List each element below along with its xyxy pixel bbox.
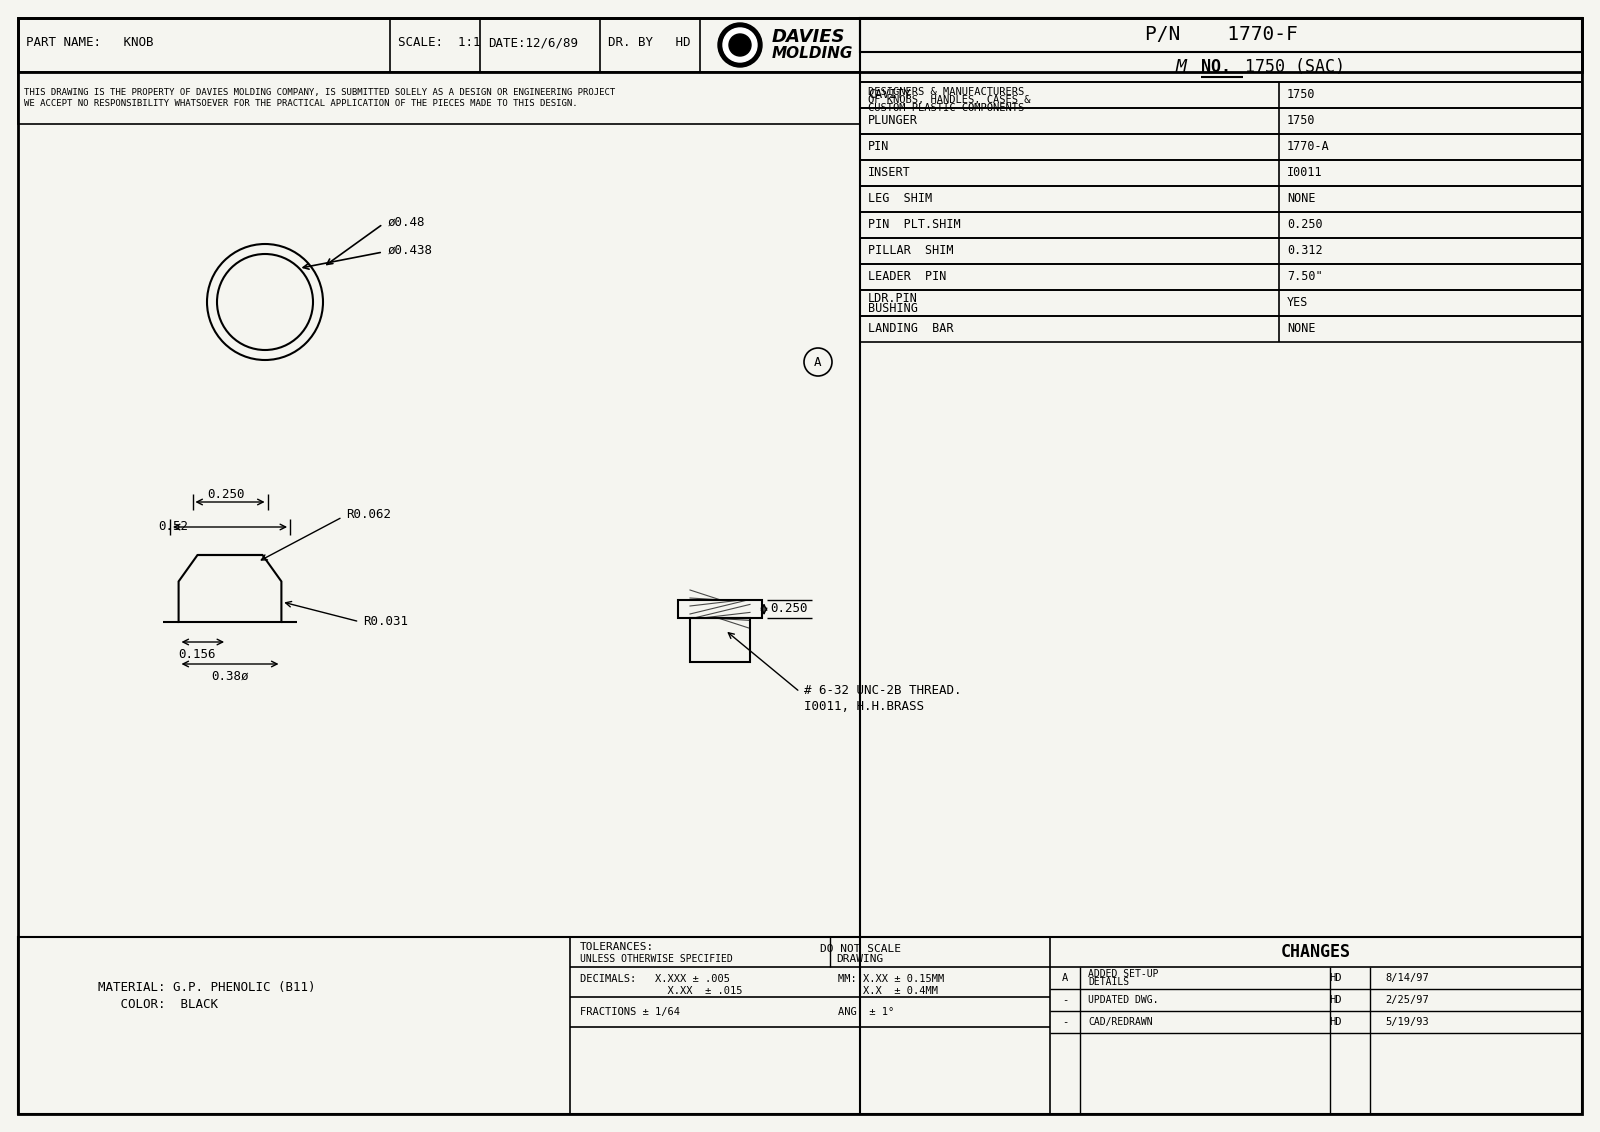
Text: SCALE:  1:1: SCALE: 1:1 [398, 36, 480, 50]
Text: 7.50": 7.50" [1286, 271, 1322, 283]
Text: X.X  ± 0.4MM: X.X ± 0.4MM [838, 986, 938, 996]
Text: NONE: NONE [1286, 192, 1315, 206]
Text: 1750: 1750 [1286, 114, 1315, 128]
Bar [861, 290, 1582, 316]
Bar [861, 316, 1582, 342]
Bar [861, 108, 1582, 134]
Text: 1750: 1750 [1286, 88, 1315, 102]
Text: WE ACCEPT NO RESPONSIBILITY WHATSOEVER FOR THE PRACTICAL APPLICATION OF THE PIEC: WE ACCEPT NO RESPONSIBILITY WHATSOEVER F… [24, 100, 578, 109]
Text: DESIGNERS & MANUFACTURERS: DESIGNERS & MANUFACTURERS [867, 87, 1024, 97]
Bar [861, 82, 1582, 108]
Text: ADDED SET-UP: ADDED SET-UP [1088, 969, 1158, 979]
Text: UPDATED DWG.: UPDATED DWG. [1088, 995, 1158, 1005]
Text: 0.156: 0.156 [179, 648, 216, 660]
Text: HD: HD [1328, 995, 1341, 1005]
Bar [18, 937, 1582, 1114]
Text: ø0.48: ø0.48 [387, 215, 426, 229]
Text: # 6-32 UNC-2B THREAD.: # 6-32 UNC-2B THREAD. [805, 684, 962, 696]
Text: NO.: NO. [1202, 58, 1230, 76]
Text: LDR.PIN: LDR.PIN [867, 292, 918, 305]
Text: -: - [1062, 995, 1069, 1005]
Text: YES: YES [1286, 297, 1309, 309]
Text: ANG. ± 1°: ANG. ± 1° [838, 1007, 894, 1017]
Text: M: M [1176, 58, 1187, 76]
Text: LANDING  BAR: LANDING BAR [867, 323, 954, 335]
Text: A: A [1062, 974, 1069, 983]
Text: R0.062: R0.062 [347, 508, 392, 522]
Text: DRAWING: DRAWING [837, 954, 883, 964]
Text: MATERIAL: G.P. PHENOLIC (B11): MATERIAL: G.P. PHENOLIC (B11) [98, 980, 315, 994]
Bar [861, 160, 1582, 186]
Bar [690, 618, 750, 662]
Text: R0.031: R0.031 [363, 615, 408, 628]
Text: 1750 (SAC): 1750 (SAC) [1245, 58, 1346, 76]
Bar [678, 600, 762, 618]
Text: PIN: PIN [867, 140, 890, 154]
Bar [861, 212, 1582, 238]
Bar [861, 264, 1582, 290]
Text: DR. BY   HD: DR. BY HD [608, 36, 691, 50]
Text: 0.312: 0.312 [1286, 245, 1322, 257]
Text: FRACTIONS ± 1/64: FRACTIONS ± 1/64 [579, 1007, 680, 1017]
Text: PART NAME:   KNOB: PART NAME: KNOB [26, 36, 154, 50]
Text: OF KNOBS, HANDLES, CASES &: OF KNOBS, HANDLES, CASES & [867, 95, 1030, 105]
Bar [861, 52, 1582, 82]
Bar [861, 18, 1582, 52]
Text: ø0.438: ø0.438 [387, 243, 434, 257]
Text: LEG  SHIM: LEG SHIM [867, 192, 933, 206]
Text: A: A [814, 355, 822, 369]
Text: PLUNGER: PLUNGER [867, 114, 918, 128]
Ellipse shape [723, 28, 757, 62]
Text: NONE: NONE [1286, 323, 1315, 335]
Text: 2/25/97: 2/25/97 [1386, 995, 1429, 1005]
Text: X.XX  ± .015: X.XX ± .015 [579, 986, 742, 996]
Text: 5/19/93: 5/19/93 [1386, 1017, 1429, 1027]
Text: 1770-A: 1770-A [1286, 140, 1330, 154]
Bar [18, 72, 861, 125]
Text: DECIMALS:   X.XXX ± .005: DECIMALS: X.XXX ± .005 [579, 974, 730, 984]
Bar [861, 134, 1582, 160]
Text: CHANGES: CHANGES [1282, 943, 1350, 961]
Text: 8/14/97: 8/14/97 [1386, 974, 1429, 983]
Text: CUSTOM PLASTIC COMPONENTS: CUSTOM PLASTIC COMPONENTS [867, 103, 1024, 113]
Text: INSERT: INSERT [867, 166, 910, 180]
Text: PILLAR  SHIM: PILLAR SHIM [867, 245, 954, 257]
Text: LEADER  PIN: LEADER PIN [867, 271, 946, 283]
Text: HD: HD [1328, 1017, 1341, 1027]
Text: CAVITY: CAVITY [867, 88, 910, 102]
Text: CAD/REDRAWN: CAD/REDRAWN [1088, 1017, 1152, 1027]
Text: I0011, H.H.BRASS: I0011, H.H.BRASS [805, 700, 925, 712]
Text: DATE:12/6/89: DATE:12/6/89 [488, 36, 578, 50]
Text: HD: HD [1328, 974, 1341, 983]
Bar [861, 238, 1582, 264]
Ellipse shape [730, 34, 750, 55]
Text: 0.250: 0.250 [208, 488, 245, 500]
Text: MM: X.XX ± 0.15MM: MM: X.XX ± 0.15MM [838, 974, 944, 984]
Text: I0011: I0011 [1286, 166, 1322, 180]
Text: 0.38ø: 0.38ø [211, 669, 248, 683]
Text: DO NOT SCALE: DO NOT SCALE [819, 944, 901, 954]
Text: 0.250: 0.250 [770, 602, 808, 616]
Text: P/N    1770-F: P/N 1770-F [1144, 26, 1298, 44]
Text: -: - [1062, 1017, 1069, 1027]
Text: TOLERANCES:: TOLERANCES: [579, 942, 654, 952]
Bar [861, 186, 1582, 212]
Text: DETAILS: DETAILS [1088, 977, 1130, 987]
Text: 0.52: 0.52 [158, 521, 189, 533]
Text: THIS DRAWING IS THE PROPERTY OF DAVIES MOLDING COMPANY, IS SUBMITTED SOLELY AS A: THIS DRAWING IS THE PROPERTY OF DAVIES M… [24, 87, 616, 96]
Ellipse shape [718, 23, 762, 67]
Text: UNLESS OTHERWISE SPECIFIED: UNLESS OTHERWISE SPECIFIED [579, 954, 733, 964]
Text: BUSHING: BUSHING [867, 301, 918, 315]
Text: PIN  PLT.SHIM: PIN PLT.SHIM [867, 218, 960, 232]
Text: MOLDING: MOLDING [771, 45, 853, 60]
Text: DAVIES: DAVIES [771, 28, 845, 46]
Text: 0.250: 0.250 [1286, 218, 1322, 232]
Text: COLOR:  BLACK: COLOR: BLACK [98, 998, 218, 1012]
Bar [18, 18, 1582, 72]
